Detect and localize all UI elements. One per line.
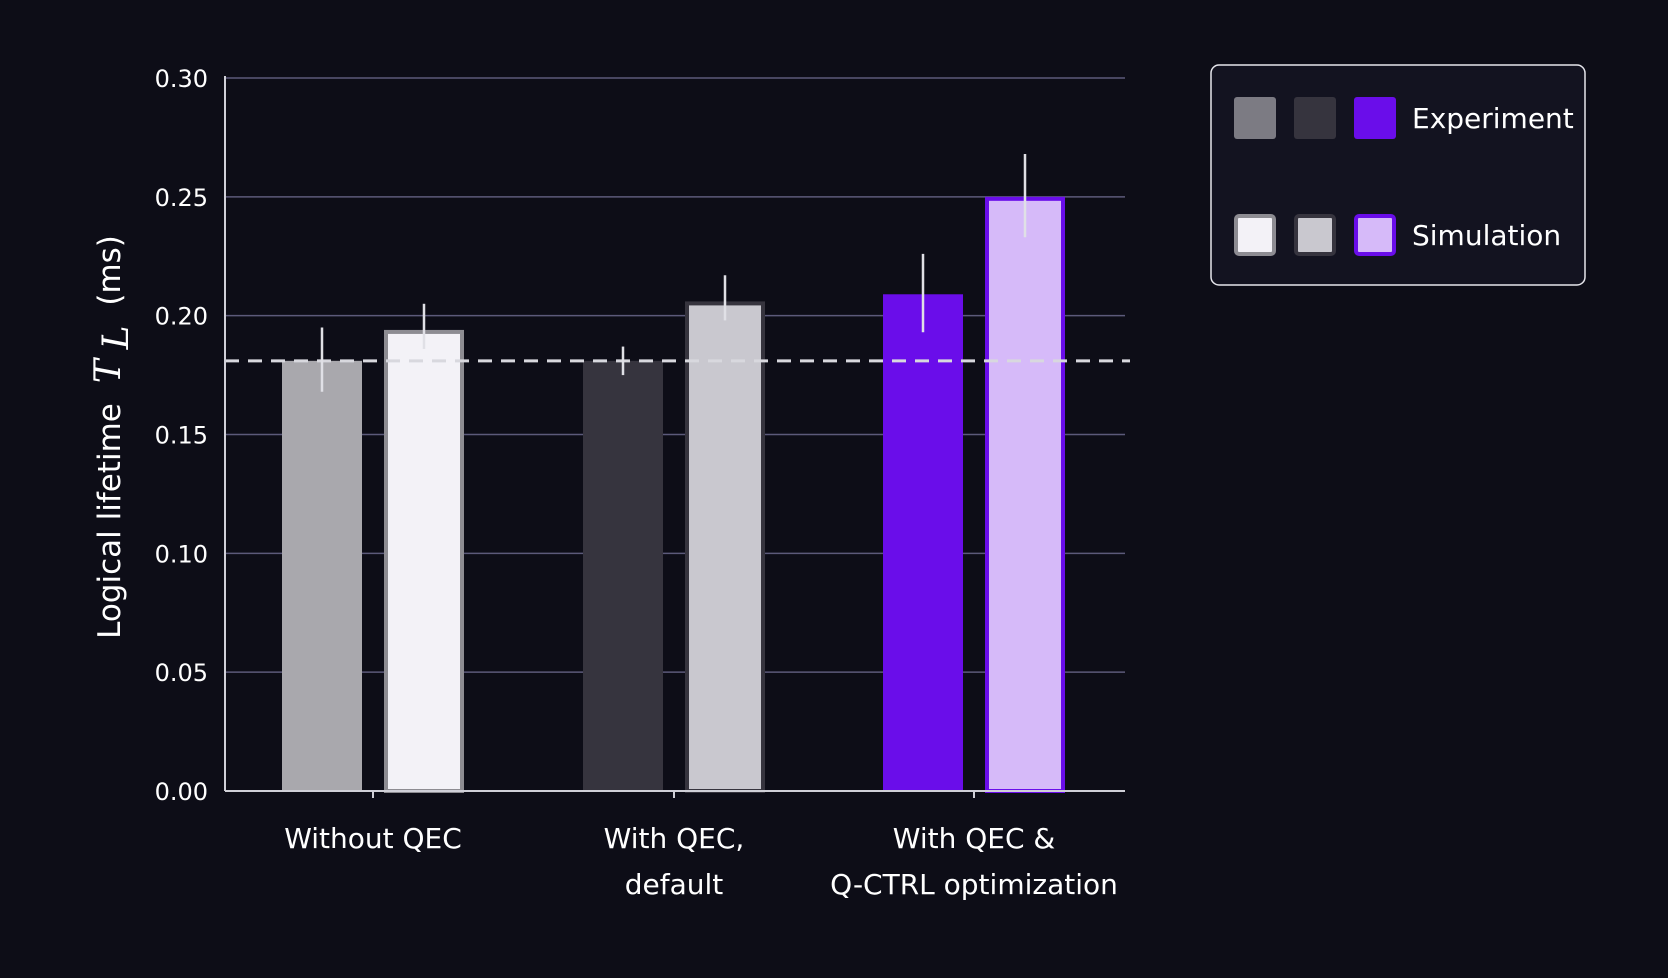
y-tick-labels: 0.00 0.05 0.10 0.15 0.20 0.25 0.30: [155, 65, 208, 806]
grid-lines: [225, 77, 1125, 673]
legend-label-simulation: Simulation: [1412, 219, 1561, 252]
bars: [282, 196, 1065, 794]
error-bars: [320, 154, 1027, 392]
y-tick-label: 0.25: [155, 184, 208, 212]
y-tick-label: 0.30: [155, 65, 208, 93]
y-axis-label-prefix: Logical lifetime: [92, 403, 128, 639]
legend-swatch: [1354, 214, 1396, 256]
bar-experiment-1: [282, 360, 362, 791]
x-category-label-line: Q-CTRL optimization: [830, 868, 1118, 901]
y-axis-label-subscript: L: [96, 326, 137, 351]
y-tick-label: 0.05: [155, 659, 208, 687]
y-tick-label: 0.20: [155, 303, 208, 331]
legend-swatch: [1294, 214, 1336, 256]
x-category-label: With QEC & Q-CTRL optimization: [830, 822, 1118, 901]
y-tick-label: 0.10: [155, 540, 208, 568]
legend-swatch: [1354, 97, 1396, 139]
y-tick-label: 0.00: [155, 778, 208, 806]
bar-simulation-2: [685, 301, 765, 793]
x-category-label: With QEC, default: [604, 822, 745, 901]
x-category-label-line: Without QEC: [284, 822, 462, 855]
y-axis-label-unit: (ms): [92, 235, 128, 306]
legend-label-experiment: Experiment: [1412, 102, 1574, 135]
legend-swatch: [1294, 97, 1336, 139]
bar-experiment-2: [583, 360, 663, 791]
x-category-label: Without QEC: [284, 822, 462, 855]
legend-swatch: [1234, 214, 1276, 256]
axes: [224, 76, 1125, 798]
bar-experiment-3: [883, 294, 963, 791]
y-tick-label: 0.15: [155, 422, 208, 450]
x-category-label-line: With QEC &: [893, 822, 1056, 855]
legend: Experiment Simulation: [1210, 64, 1586, 286]
legend-swatch: [1234, 97, 1276, 139]
bar-simulation-3: [985, 196, 1065, 794]
bar-simulation-1: [384, 329, 464, 793]
x-category-label-line: With QEC,: [604, 822, 745, 855]
x-category-label-line: default: [625, 868, 724, 901]
y-axis-label: Logical lifetime T L (ms): [88, 235, 137, 639]
y-axis-label-symbol: T: [88, 356, 129, 383]
x-category-labels: Without QEC With QEC, default With QEC & Q-C…: [284, 822, 1118, 901]
